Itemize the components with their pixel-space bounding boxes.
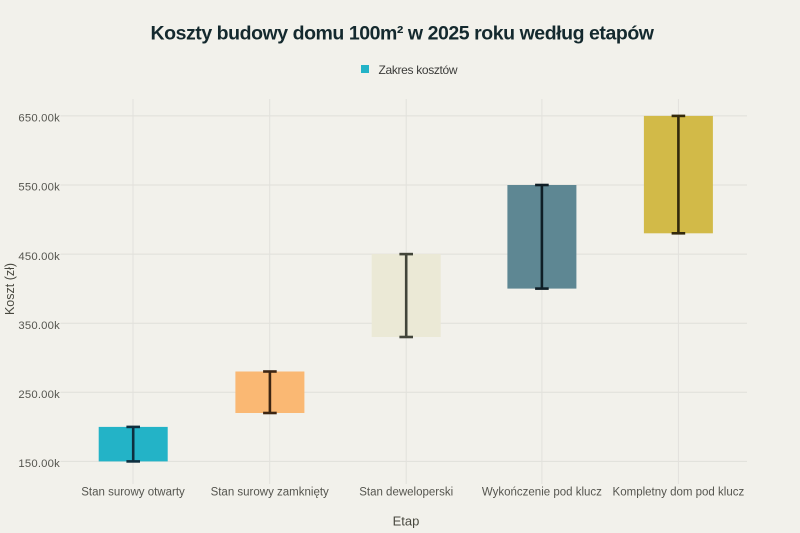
svg-text:650.00k: 650.00k (18, 113, 60, 125)
svg-text:Stan surowy zamknięty: Stan surowy zamknięty (211, 486, 329, 498)
svg-text:Koszty budowy domu 100m² w 202: Koszty budowy domu 100m² w 2025 roku wed… (150, 23, 654, 45)
svg-text:Etap: Etap (393, 514, 420, 529)
svg-text:Stan deweloperski: Stan deweloperski (359, 486, 453, 498)
svg-text:450.00k: 450.00k (18, 251, 60, 263)
svg-text:350.00k: 350.00k (18, 320, 60, 332)
svg-text:550.00k: 550.00k (18, 182, 60, 194)
svg-text:Zakres kosztów: Zakres kosztów (379, 63, 458, 77)
svg-text:Kompletny dom pod klucz: Kompletny dom pod klucz (613, 486, 745, 498)
svg-text:150.00k: 150.00k (18, 458, 60, 470)
svg-text:Stan surowy otwarty: Stan surowy otwarty (81, 486, 185, 498)
svg-text:Wykończenie pod klucz: Wykończenie pod klucz (482, 486, 602, 498)
svg-text:Koszt (zł): Koszt (zł) (3, 263, 17, 315)
svg-text:250.00k: 250.00k (18, 389, 60, 401)
